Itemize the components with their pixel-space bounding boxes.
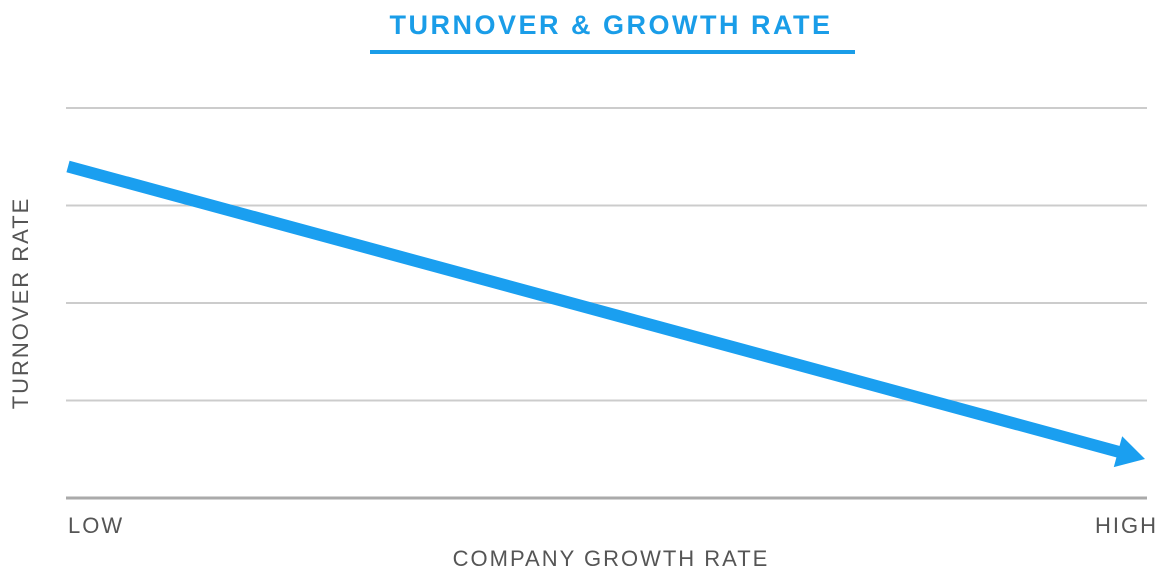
title-underline [370,50,855,54]
x-axis-label: COMPANY GROWTH RATE [453,546,770,569]
x-tick-label: LOW [68,513,124,538]
arrow-head [1113,436,1145,468]
y-axis-label: TURNOVER RATE [8,197,33,410]
trend-line [66,160,1125,459]
chart-title: TURNOVER & GROWTH RATE [390,10,833,40]
x-tick-label: HIGH [1095,513,1158,538]
